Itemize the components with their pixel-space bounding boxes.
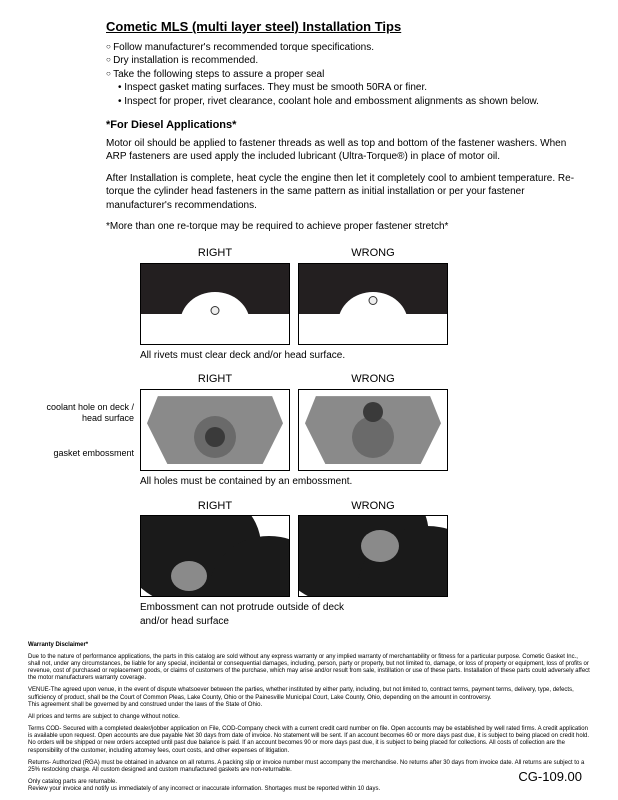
disclaimer-para: Returns- Authorized (RGA) must be obtain… [28,760,590,774]
caption-3: Embossment can not protrude outside of d… [28,601,348,628]
bullet-item: Follow manufacturer's recommended torque… [106,41,580,55]
warranty-disclaimer: Warranty Disclaimer* Due to the nature o… [28,642,590,793]
paragraph: *More than one re-torque may be required… [106,220,580,234]
label-wrong: WRONG [298,246,448,261]
diagram-hole-wrong [298,389,448,471]
diagram-protrude-right [140,515,290,597]
diagram-rivet-right [140,263,290,345]
diagram-area: RIGHT WRONG All rivets must clear deck a… [28,246,590,629]
caption-2: All holes must be contained by an emboss… [28,475,590,489]
diagram-protrude-wrong [298,515,448,597]
disclaimer-title: Warranty Disclaimer* [28,642,590,649]
diesel-heading: *For Diesel Applications* [106,118,580,133]
paragraph: After Installation is complete, heat cyc… [106,172,580,213]
paragraph: Motor oil should be applied to fastener … [106,137,580,164]
label-right: RIGHT [140,499,290,514]
diagram-row-2: coolant hole on deck / head surface gask… [28,372,590,471]
caption-1: All rivets must clear deck and/or head s… [28,349,590,363]
page-title: Cometic MLS (multi layer steel) Installa… [106,18,580,36]
label-wrong: WRONG [298,499,448,514]
diagram-hole-right [140,389,290,471]
disclaimer-para: Terms COD- Secured with a completed deal… [28,726,590,755]
bullet-item: Take the following steps to assure a pro… [106,68,580,82]
disclaimer-para: Only catalog parts are returnable. Revie… [28,779,590,793]
label-wrong: WRONG [298,372,448,387]
disclaimer-para: Due to the nature of performance applica… [28,654,590,683]
side-labels: coolant hole on deck / head surface gask… [28,372,140,458]
main-content: Cometic MLS (multi layer steel) Installa… [28,18,590,234]
bullet-list: Follow manufacturer's recommended torque… [106,41,580,109]
disclaimer-para: All prices and terms are subject to chan… [28,714,590,721]
label-right: RIGHT [140,372,290,387]
bullet-subitem: Inspect for proper, rivet clearance, coo… [106,95,580,109]
diagram-row-1: RIGHT WRONG [28,246,590,345]
label-right: RIGHT [140,246,290,261]
diagram-rivet-wrong [298,263,448,345]
label-coolant: coolant hole on deck / head surface [28,402,134,424]
bullet-subitem: Inspect gasket mating surfaces. They mus… [106,81,580,95]
bullet-item: Dry installation is recommended. [106,54,580,68]
diagram-row-3: RIGHT WRONG [28,499,590,598]
document-number: CG-109.00 [518,768,582,786]
label-emboss: gasket embossment [28,448,134,459]
disclaimer-para: VENUE-The agreed upon venue, in the even… [28,687,590,709]
